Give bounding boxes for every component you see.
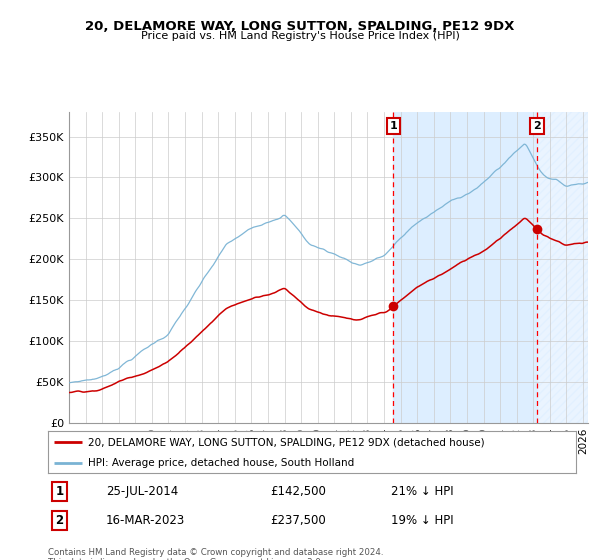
Text: 21% ↓ HPI: 21% ↓ HPI (391, 485, 454, 498)
Text: 20, DELAMORE WAY, LONG SUTTON, SPALDING, PE12 9DX (detached house): 20, DELAMORE WAY, LONG SUTTON, SPALDING,… (88, 437, 484, 447)
Bar (394, 112, 537, 423)
Text: 1: 1 (56, 485, 64, 498)
Text: 16-MAR-2023: 16-MAR-2023 (106, 514, 185, 527)
Text: £237,500: £237,500 (270, 514, 326, 527)
Text: 19% ↓ HPI: 19% ↓ HPI (391, 514, 454, 527)
Text: 1: 1 (389, 121, 397, 131)
Text: £142,500: £142,500 (270, 485, 326, 498)
Text: 25-JUL-2014: 25-JUL-2014 (106, 485, 178, 498)
Bar (537, 112, 588, 423)
Text: Contains HM Land Registry data © Crown copyright and database right 2024.
This d: Contains HM Land Registry data © Crown c… (48, 548, 383, 560)
Text: 2: 2 (56, 514, 64, 527)
Text: HPI: Average price, detached house, South Holland: HPI: Average price, detached house, Sout… (88, 458, 354, 468)
Text: 20, DELAMORE WAY, LONG SUTTON, SPALDING, PE12 9DX: 20, DELAMORE WAY, LONG SUTTON, SPALDING,… (85, 20, 515, 32)
Text: 2: 2 (533, 121, 541, 131)
Text: Price paid vs. HM Land Registry's House Price Index (HPI): Price paid vs. HM Land Registry's House … (140, 31, 460, 41)
